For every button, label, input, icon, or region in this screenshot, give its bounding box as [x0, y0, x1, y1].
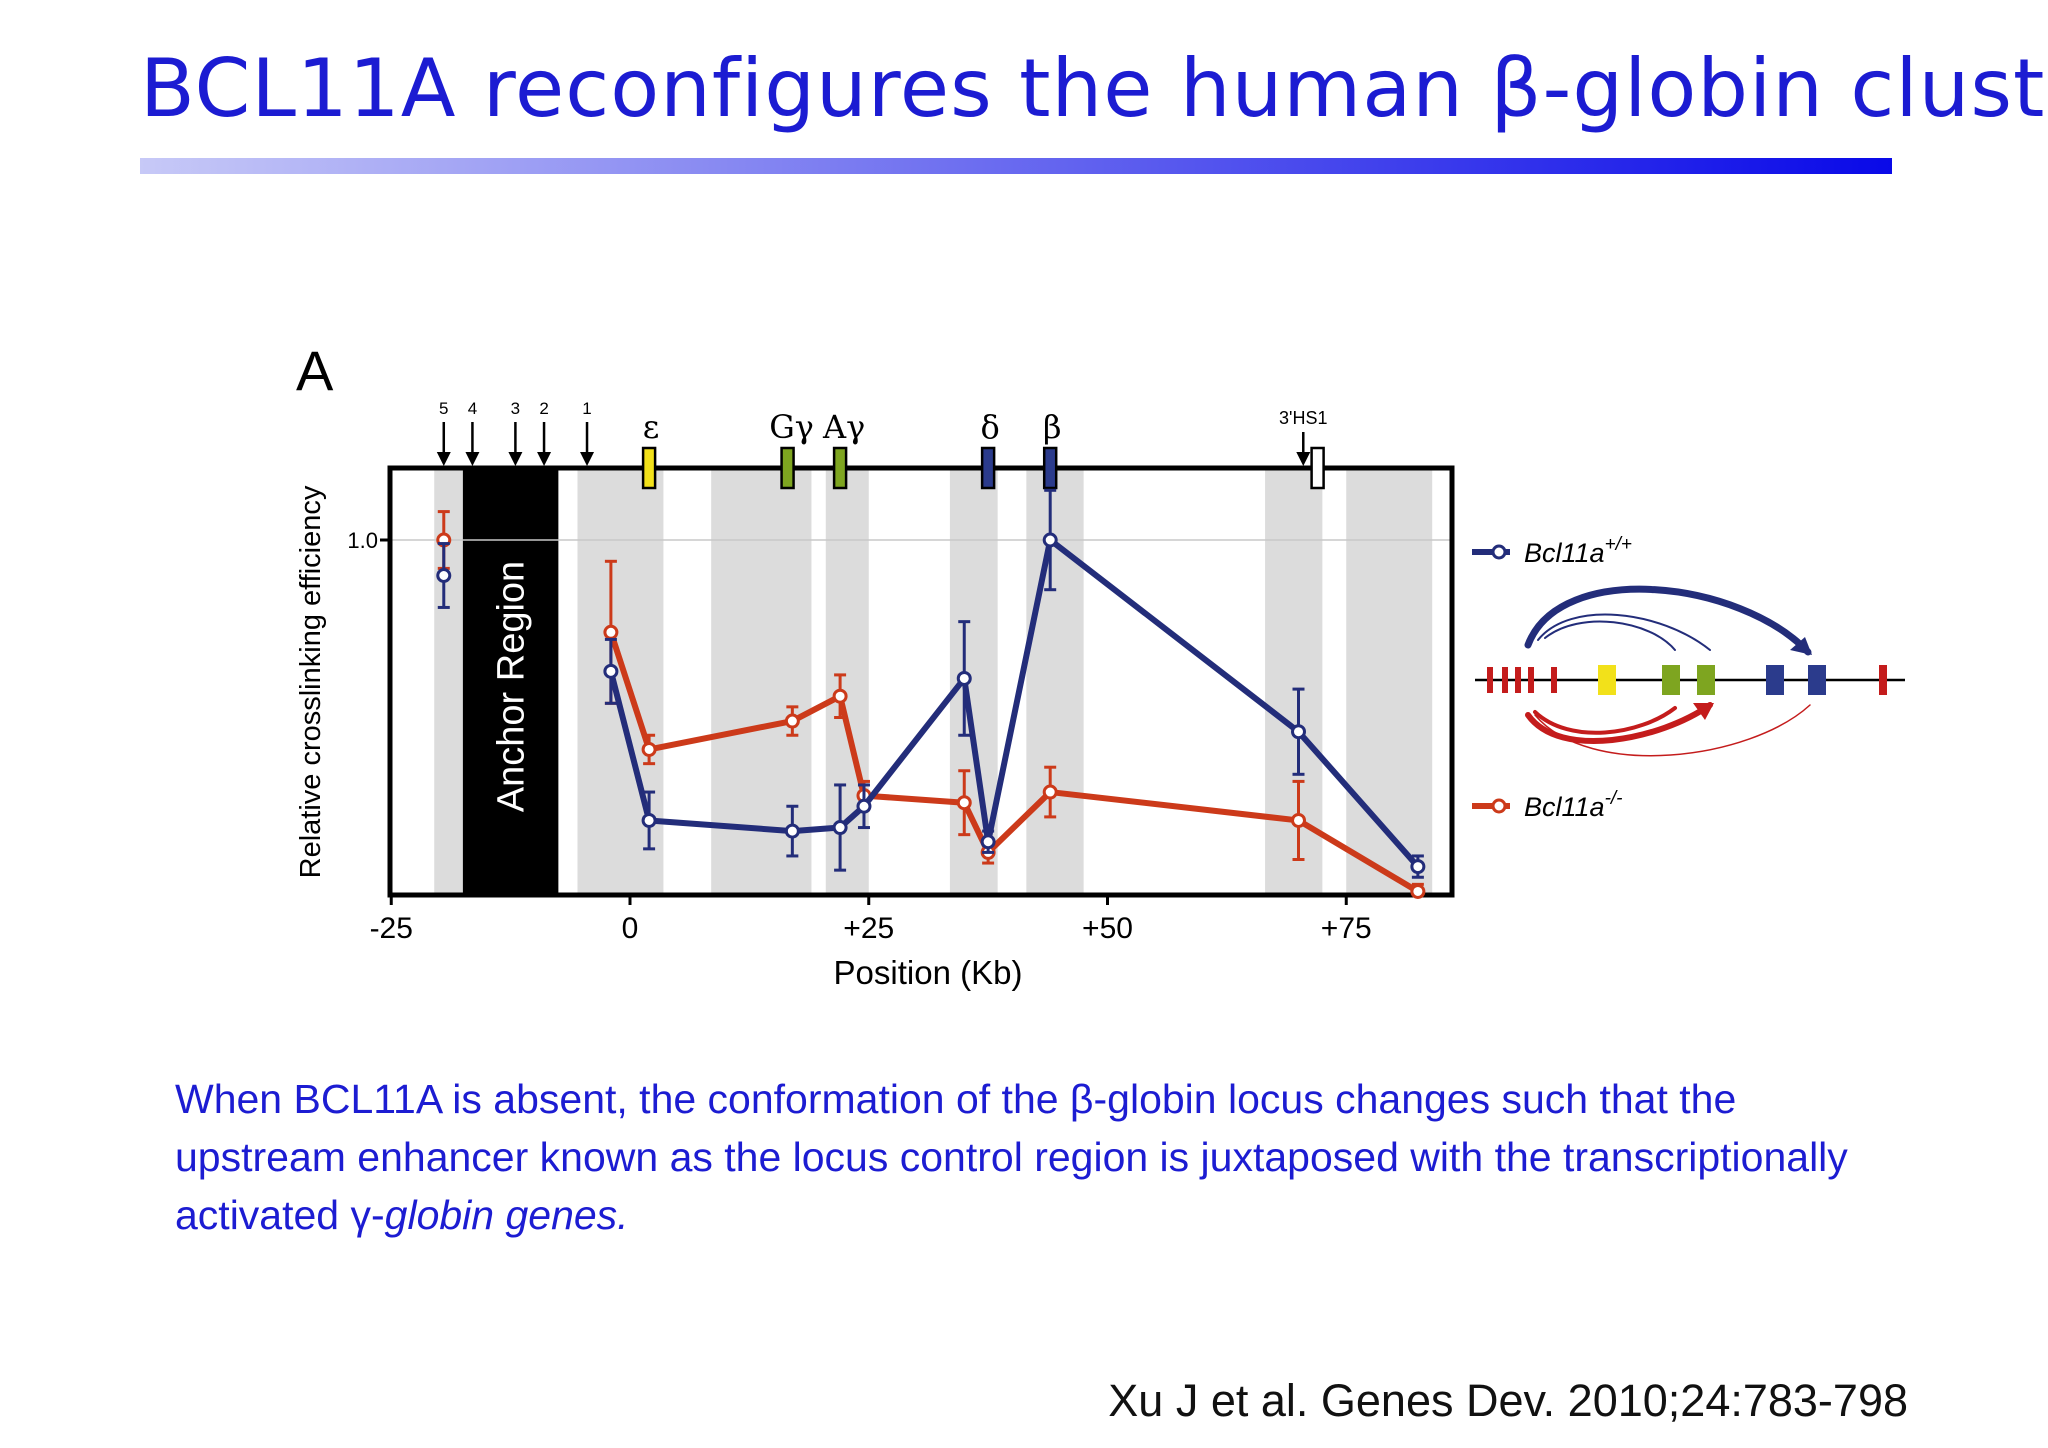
gene-box — [1042, 446, 1058, 490]
panel-label: A — [296, 339, 334, 402]
gene-box — [641, 446, 657, 490]
data-point — [856, 798, 872, 814]
data-point — [784, 823, 800, 839]
legend-label: Bcl11a+/+ — [1524, 534, 1632, 568]
delta-gene — [1766, 665, 1784, 695]
hs-site-mark — [1487, 667, 1493, 693]
series-wt — [436, 488, 1426, 879]
data-point — [832, 820, 848, 836]
locus-schematic — [1475, 585, 1905, 757]
slide-title: BCL11A reconfigures the human β-globin c… — [140, 42, 2048, 135]
x-tick-label: +25 — [843, 912, 894, 945]
hs-site-mark — [1502, 667, 1508, 693]
x-tick-label: 0 — [622, 912, 639, 945]
caption-text: When BCL11A is absent, the conformation … — [175, 1076, 1848, 1238]
hs-label: 1 — [582, 399, 591, 418]
hs-arrowhead — [436, 452, 451, 466]
x-tick-label: -25 — [370, 912, 413, 945]
legend-item: Bcl11a-/- — [1472, 788, 1623, 822]
shaded-region — [1346, 468, 1433, 895]
hs-arrowhead — [465, 452, 480, 466]
ko-arrowhead — [1693, 703, 1714, 720]
caption-italic-text: globin genes. — [384, 1192, 629, 1238]
y-axis-label: Relative crosslinking efficiency — [295, 485, 327, 878]
legend-item: Bcl11a+/+ — [1472, 534, 1632, 568]
data-point — [1042, 784, 1058, 800]
wt-arc — [1537, 613, 1711, 651]
series-line — [608, 631, 1420, 895]
hs-site-mark — [1528, 667, 1534, 693]
gene-label: δ — [980, 408, 999, 446]
hs-label: 3'HS1 — [1279, 408, 1327, 428]
hs-label: 5 — [439, 399, 448, 418]
data-point — [641, 741, 657, 757]
data-point — [603, 624, 619, 640]
wt-arc-strong — [1524, 585, 1812, 656]
hs-arrowhead — [537, 452, 552, 466]
data-point — [784, 713, 800, 729]
data-point — [980, 834, 996, 850]
x-tick-label: +75 — [1321, 912, 1372, 945]
x-tick-label: +50 — [1082, 912, 1133, 945]
hs-arrowhead — [508, 452, 523, 466]
y-tick-label: 1.0 — [347, 528, 378, 553]
x-axis-label: Position (Kb) — [834, 954, 1023, 991]
data-point — [1410, 859, 1426, 875]
plot-frame — [387, 465, 1455, 898]
data-point — [1410, 883, 1426, 899]
hs-arrowhead — [1296, 452, 1311, 466]
hs-label: 3 — [511, 399, 520, 418]
legend-marker — [1491, 544, 1507, 560]
hs-site-mark — [1515, 667, 1521, 693]
epsilon-gene — [1598, 665, 1616, 695]
gene-box — [980, 446, 996, 490]
title-underline — [140, 158, 1892, 174]
hs-site-mark — [1551, 667, 1557, 693]
gene-box — [780, 446, 795, 490]
agamma-gene — [1697, 665, 1715, 695]
beta-gene — [1808, 665, 1826, 695]
data-point — [832, 688, 848, 704]
gene-label: β — [1043, 408, 1062, 446]
anchor-region — [462, 468, 559, 895]
data-point — [1042, 532, 1058, 548]
wt-arrowhead — [1790, 637, 1812, 655]
caption: When BCL11A is absent, the conformation … — [175, 1070, 1915, 1244]
hs-label: 4 — [468, 399, 477, 418]
data-point — [1291, 724, 1306, 740]
gene-label: Gγ — [769, 408, 814, 446]
data-point — [436, 568, 452, 583]
data-point — [641, 812, 657, 828]
data-point — [1291, 812, 1306, 828]
gene-box — [1310, 446, 1325, 490]
ggamma-gene — [1662, 665, 1680, 695]
citation: Xu J et al. Genes Dev. 2010;24:783-798 — [1108, 1375, 1908, 1426]
gene-label: ε — [643, 408, 660, 446]
hs-arrowhead — [580, 452, 595, 466]
legend-label: Bcl11a-/- — [1524, 788, 1623, 822]
wt-arc — [1544, 620, 1676, 651]
3hs1-site — [1879, 665, 1887, 695]
legend-marker — [1491, 798, 1507, 814]
shaded-region — [434, 468, 463, 895]
ko-arc-weak — [1534, 704, 1811, 757]
ko-arc — [1533, 706, 1677, 735]
series-line — [607, 537, 1421, 869]
gene-box — [832, 446, 848, 490]
anchor-region-label: Anchor Region — [491, 561, 533, 812]
shaded-region — [1026, 468, 1084, 895]
gene-label: Aγ — [822, 408, 865, 446]
data-point — [603, 663, 619, 679]
hs-label: 2 — [539, 399, 548, 418]
data-point — [956, 795, 972, 811]
ko-arc-strong — [1525, 702, 1713, 744]
data-point — [956, 670, 972, 686]
